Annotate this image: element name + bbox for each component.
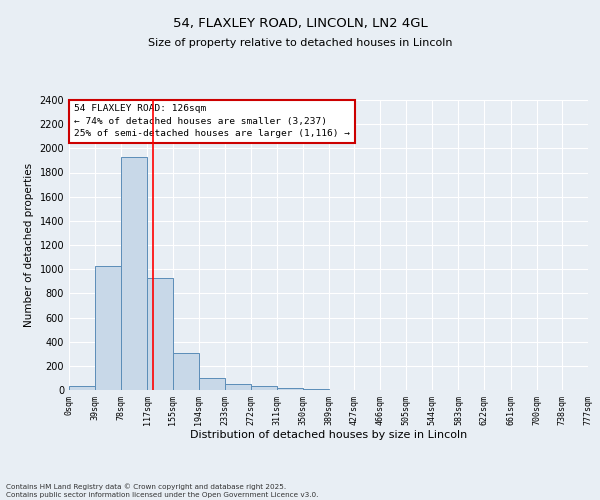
- Text: 54 FLAXLEY ROAD: 126sqm
← 74% of detached houses are smaller (3,237)
25% of semi: 54 FLAXLEY ROAD: 126sqm ← 74% of detache…: [74, 104, 350, 138]
- Bar: [277, 388, 303, 390]
- Bar: [121, 157, 147, 390]
- Text: Contains HM Land Registry data © Crown copyright and database right 2025.
Contai: Contains HM Land Registry data © Crown c…: [6, 484, 319, 498]
- Bar: [173, 352, 199, 390]
- X-axis label: Distribution of detached houses by size in Lincoln: Distribution of detached houses by size …: [190, 430, 467, 440]
- Bar: [147, 278, 173, 390]
- Y-axis label: Number of detached properties: Number of detached properties: [24, 163, 34, 327]
- Bar: [69, 386, 95, 390]
- Bar: [224, 384, 251, 390]
- Text: 54, FLAXLEY ROAD, LINCOLN, LN2 4GL: 54, FLAXLEY ROAD, LINCOLN, LN2 4GL: [173, 18, 427, 30]
- Bar: [251, 386, 277, 390]
- Text: Size of property relative to detached houses in Lincoln: Size of property relative to detached ho…: [148, 38, 452, 48]
- Bar: [95, 266, 121, 390]
- Bar: [199, 378, 224, 390]
